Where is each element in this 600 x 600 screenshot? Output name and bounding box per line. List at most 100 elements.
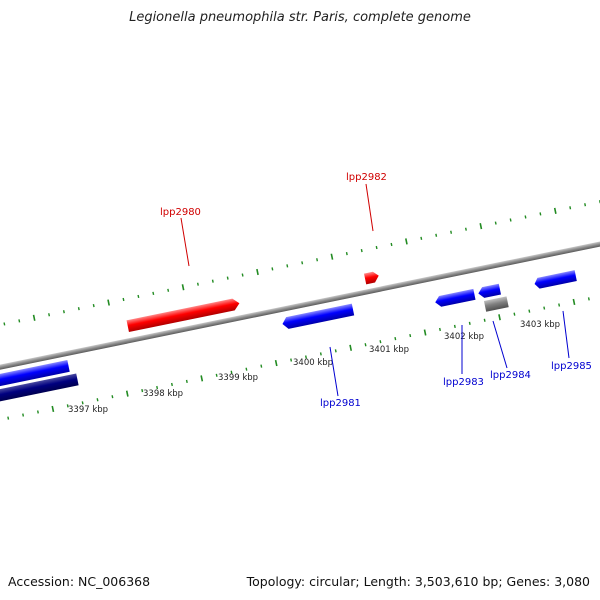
lower-track-minor-tick bbox=[215, 373, 218, 377]
leader-lpp2985 bbox=[562, 310, 570, 359]
left-navy-gene-arrow[interactable] bbox=[0, 373, 79, 407]
upper-track-minor-tick bbox=[286, 264, 289, 268]
gene-lpp2982-arrow[interactable] bbox=[363, 271, 380, 285]
gene-lpp2983-arrow[interactable] bbox=[434, 288, 476, 308]
upper-track-minor-tick bbox=[62, 310, 65, 314]
gene-label-lpp2982[interactable]: lpp2982 bbox=[346, 172, 387, 183]
lower-track-minor-tick bbox=[409, 333, 412, 338]
scale-label-3398: 3398 kbp bbox=[143, 389, 183, 399]
upper-track-minor-tick bbox=[524, 215, 527, 219]
gene-labels: lpp2980 lpp2982 lpp2981 lpp2983 lpp2984 … bbox=[160, 172, 592, 409]
leader-lpp2982 bbox=[365, 183, 374, 232]
upper-track-major-tick bbox=[32, 314, 36, 321]
lower-track-minor-tick bbox=[111, 395, 114, 399]
upper-track-minor-tick bbox=[271, 267, 274, 271]
scale-label-3400: 3400 kbp bbox=[293, 358, 333, 368]
lower-track-minor-tick bbox=[379, 340, 382, 344]
lower-track-minor-tick bbox=[543, 306, 546, 310]
upper-track-minor-tick bbox=[569, 206, 572, 210]
lower-track-minor-tick bbox=[483, 318, 486, 322]
upper-track-major-tick bbox=[107, 299, 110, 306]
gene-label-lpp2980[interactable]: lpp2980 bbox=[160, 207, 201, 218]
forward-tick-track bbox=[3, 200, 600, 326]
lower-track-minor-tick bbox=[438, 327, 441, 332]
gene-label-lpp2984[interactable]: lpp2984 bbox=[490, 370, 531, 381]
lower-track-minor-tick bbox=[156, 385, 159, 390]
leader-lpp2981 bbox=[329, 346, 339, 397]
gene-lpp2985-arrow[interactable] bbox=[533, 270, 577, 289]
lower-track-minor-tick bbox=[304, 355, 307, 359]
upper-track-minor-tick bbox=[196, 282, 199, 286]
lower-track-minor-tick bbox=[170, 382, 173, 387]
lower-track-minor-tick bbox=[141, 388, 144, 393]
scale-label-3399: 3399 kbp bbox=[218, 373, 258, 383]
lower-track-minor-tick bbox=[468, 321, 471, 325]
gray-feature[interactable] bbox=[483, 296, 509, 312]
upper-track-minor-tick bbox=[137, 294, 140, 299]
lower-track-major-tick bbox=[274, 359, 278, 367]
upper-track-minor-tick bbox=[152, 291, 155, 295]
lower-track-minor-tick bbox=[36, 410, 39, 414]
genome-backbone bbox=[0, 226, 600, 385]
upper-track-major-tick bbox=[479, 223, 483, 230]
upper-track-minor-tick bbox=[122, 297, 125, 302]
lower-track-minor-tick bbox=[230, 370, 233, 374]
lower-track-minor-tick bbox=[7, 416, 10, 420]
lower-track-minor-tick bbox=[364, 343, 367, 347]
upper-track-minor-tick bbox=[211, 279, 214, 283]
lower-track-minor-tick bbox=[185, 379, 188, 384]
upper-track-major-tick bbox=[553, 207, 557, 214]
upper-track-minor-tick bbox=[420, 236, 423, 240]
lower-track-minor-tick bbox=[558, 303, 561, 307]
upper-track-minor-tick bbox=[316, 258, 319, 262]
upper-track-minor-tick bbox=[3, 322, 6, 326]
lower-track-major-tick bbox=[572, 298, 576, 306]
leader-lpp2984 bbox=[492, 320, 508, 369]
gene-lpp2981-arrow[interactable] bbox=[281, 303, 355, 330]
upper-track-minor-tick bbox=[167, 288, 170, 292]
scale-label-3403: 3403 kbp bbox=[520, 320, 560, 330]
gene-lpp2984-arrow[interactable] bbox=[477, 283, 501, 299]
genome-summary-text: Topology: circular; Length: 3,503,610 bp… bbox=[246, 574, 590, 589]
lower-track-minor-tick bbox=[260, 364, 263, 368]
upper-track-minor-tick bbox=[539, 212, 542, 216]
upper-track-minor-tick bbox=[226, 276, 229, 280]
scale-label-3401: 3401 kbp bbox=[369, 345, 409, 355]
lower-track-minor-tick bbox=[513, 312, 516, 316]
upper-track-minor-tick bbox=[345, 252, 348, 256]
upper-track-minor-tick bbox=[390, 242, 393, 247]
lower-track-minor-tick bbox=[453, 324, 456, 329]
upper-track-minor-tick bbox=[494, 221, 497, 225]
scale-labels: 3397 kbp 3398 kbp 3399 kbp 3400 kbp 3401… bbox=[68, 320, 560, 415]
upper-track-minor-tick bbox=[435, 233, 438, 237]
upper-track-minor-tick bbox=[450, 230, 453, 234]
scale-label-3397: 3397 kbp bbox=[68, 405, 108, 415]
lower-track-minor-tick bbox=[22, 413, 25, 417]
upper-track-major-tick bbox=[405, 238, 408, 245]
upper-track-major-tick bbox=[181, 284, 185, 291]
leader-lpp2980 bbox=[180, 217, 190, 267]
gene-label-lpp2983[interactable]: lpp2983 bbox=[443, 377, 484, 388]
lower-track-major-tick bbox=[125, 390, 129, 397]
upper-track-minor-tick bbox=[360, 248, 363, 253]
upper-track-minor-tick bbox=[18, 319, 21, 323]
upper-track-minor-tick bbox=[509, 218, 512, 222]
upper-track-minor-tick bbox=[464, 227, 467, 231]
upper-track-major-tick bbox=[256, 268, 259, 276]
lower-track-minor-tick bbox=[66, 404, 69, 408]
upper-track-minor-tick bbox=[77, 307, 80, 311]
lower-track-major-tick bbox=[498, 314, 501, 321]
gene-label-lpp2985[interactable]: lpp2985 bbox=[551, 361, 592, 372]
lower-track-minor-tick bbox=[290, 358, 293, 362]
lower-track-minor-tick bbox=[81, 401, 84, 405]
left-blue-gene-arrow[interactable] bbox=[0, 360, 70, 392]
gene-lpp2980-arrow[interactable] bbox=[126, 297, 241, 333]
lower-track-major-tick bbox=[349, 344, 353, 351]
lower-track-major-tick bbox=[423, 329, 427, 336]
lower-track-minor-tick bbox=[245, 367, 248, 371]
scale-label-3402: 3402 kbp bbox=[444, 332, 484, 342]
gene-label-lpp2981[interactable]: lpp2981 bbox=[320, 398, 361, 409]
accession-text: Accession: NC_006368 bbox=[8, 574, 151, 589]
